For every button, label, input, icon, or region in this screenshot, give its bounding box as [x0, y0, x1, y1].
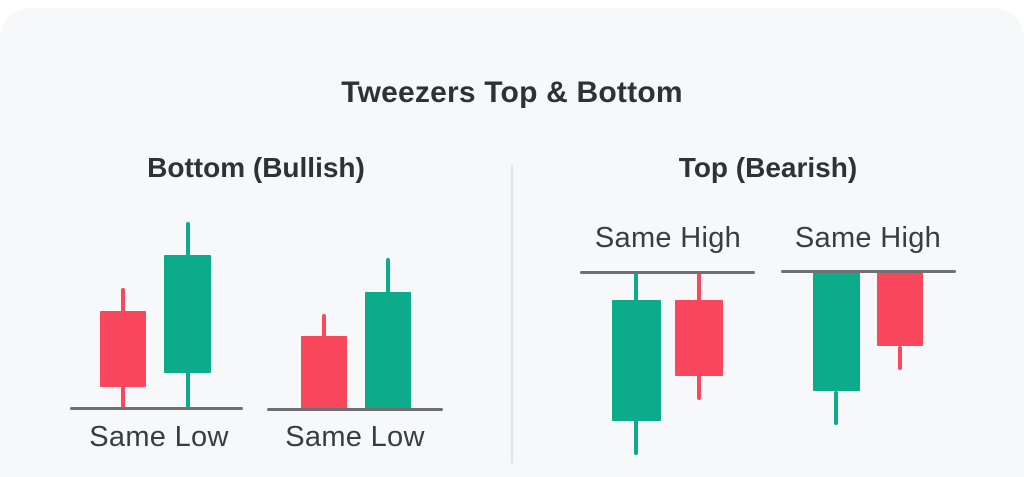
same-high-line — [580, 271, 755, 274]
red-candle-body — [675, 300, 723, 376]
same-low-label: Same Low — [285, 421, 425, 453]
green-candle-body — [164, 255, 211, 373]
section-header-bullish: Bottom (Bullish) — [147, 152, 365, 183]
diagram-card: Tweezers Top & Bottom Bottom (Bullish) T… — [0, 8, 1024, 477]
section-divider-line — [511, 165, 513, 463]
same-low-line — [267, 408, 443, 411]
red-candle-body — [100, 311, 146, 387]
diagram-title: Tweezers Top & Bottom — [341, 76, 683, 109]
section-header-bearish: Top (Bearish) — [678, 152, 858, 183]
same-low-line — [70, 407, 243, 410]
green-candle-body — [365, 292, 411, 409]
same-low-label: Same Low — [89, 421, 229, 453]
red-candle-body — [877, 272, 923, 346]
same-high-label: Same High — [594, 222, 742, 254]
red-candle-body — [301, 336, 347, 409]
green-candle-body — [612, 300, 661, 421]
same-high-label: Same High — [794, 222, 942, 254]
same-high-line — [781, 270, 956, 273]
red-candle-wick — [898, 346, 902, 370]
green-candle-wick — [834, 391, 838, 425]
green-candle-body — [813, 272, 860, 391]
